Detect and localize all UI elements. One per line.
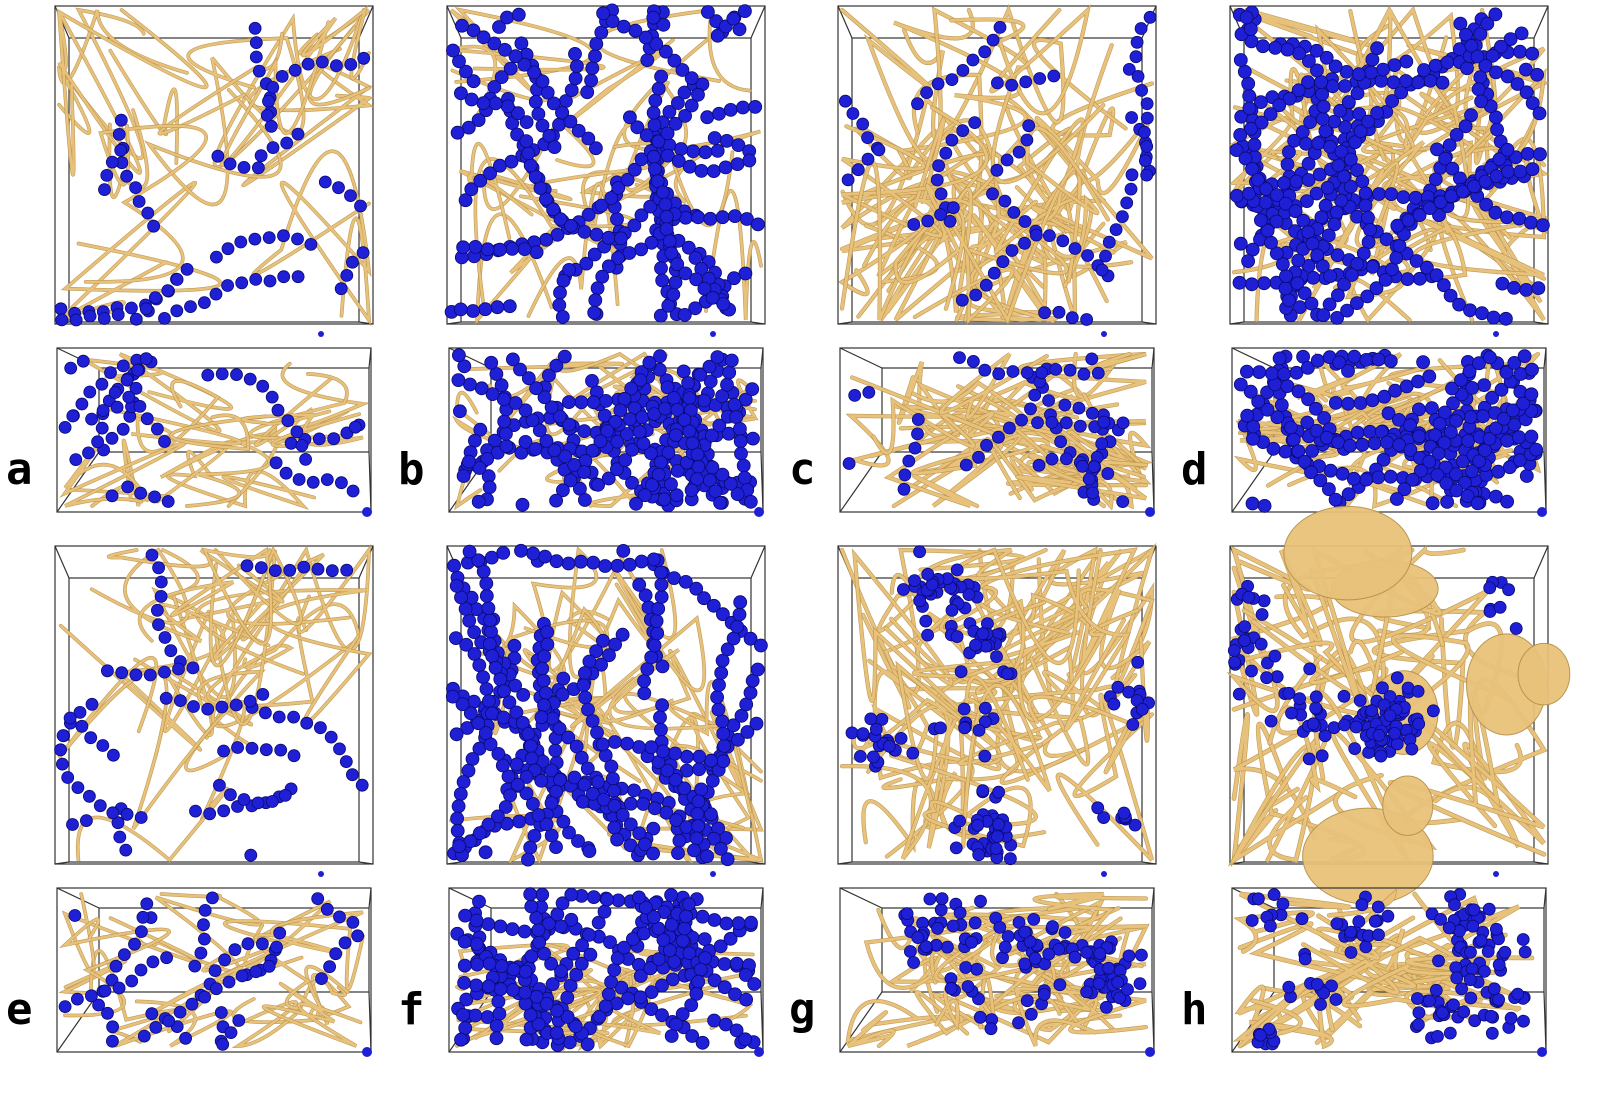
- corner-dot: [1493, 331, 1499, 337]
- colloid-particles: [58, 891, 365, 1051]
- corner-dot: [710, 331, 716, 337]
- corner-dot: [710, 871, 716, 877]
- colloid-particles: [444, 3, 765, 324]
- panel-label: a: [6, 444, 33, 495]
- colloid-particles: [842, 351, 1130, 509]
- side-view: [1231, 887, 1547, 1057]
- colloid-particles: [898, 892, 1148, 1036]
- polymer-strands: [56, 5, 375, 327]
- panel-c: [837, 4, 1158, 518]
- panel-a: [54, 5, 375, 518]
- top-view: [54, 543, 374, 877]
- panel-label: e: [6, 984, 33, 1035]
- colloid-particles: [1233, 348, 1544, 513]
- corner-dot: [754, 1047, 764, 1057]
- colloid-particles: [54, 548, 369, 862]
- corner-dot: [318, 871, 324, 877]
- top-view: [445, 543, 768, 877]
- panel-e: [54, 543, 375, 1058]
- side-view: [839, 347, 1155, 517]
- top-view: [444, 3, 766, 337]
- side-view: [1231, 346, 1547, 517]
- side-view: [56, 347, 372, 517]
- colloid-particles: [451, 348, 760, 513]
- panel-label: b: [398, 444, 425, 495]
- panel-h: [1226, 505, 1571, 1058]
- top-view: [837, 4, 1157, 337]
- corner-dot: [1145, 1047, 1155, 1057]
- colloid-particles: [845, 545, 1156, 866]
- side-view: [448, 347, 764, 517]
- corner-dot: [362, 1047, 372, 1057]
- panel-label: h: [1181, 984, 1208, 1035]
- corner-dot: [1101, 331, 1107, 337]
- side-view: [56, 887, 372, 1057]
- colloid-particles: [445, 543, 768, 867]
- colloid-particles: [839, 10, 1157, 326]
- panel-d: [1228, 5, 1550, 518]
- corner-dot: [754, 507, 764, 517]
- panel-label: g: [789, 984, 816, 1035]
- colloid-particles: [450, 887, 762, 1053]
- top-view: [54, 5, 375, 337]
- simulation-box: [56, 887, 372, 1053]
- colloid-particles: [1227, 575, 1523, 766]
- top-view: [1228, 5, 1550, 337]
- corner-dot: [1145, 507, 1155, 517]
- colloid-particles: [58, 352, 366, 508]
- top-view: [837, 542, 1157, 877]
- panel-label: d: [1181, 444, 1208, 495]
- side-view: [839, 887, 1155, 1057]
- panel-g: [837, 542, 1158, 1058]
- corner-dot: [1537, 1047, 1547, 1057]
- corner-dot: [1493, 871, 1499, 877]
- side-view: [448, 887, 764, 1057]
- colloid-particles: [1229, 5, 1550, 326]
- corner-dot: [362, 507, 372, 517]
- panel-label: f: [398, 984, 425, 1035]
- top-view: [1226, 505, 1571, 905]
- corner-dot: [318, 331, 324, 337]
- simulation-box: [446, 5, 766, 325]
- colloid-particles: [1245, 887, 1532, 1051]
- panel-label: c: [789, 444, 816, 495]
- corner-dot: [1101, 871, 1107, 877]
- colloid-particles: [54, 21, 371, 327]
- panel-f: [445, 543, 768, 1058]
- panel-b: [444, 3, 767, 518]
- corner-dot: [1537, 507, 1547, 517]
